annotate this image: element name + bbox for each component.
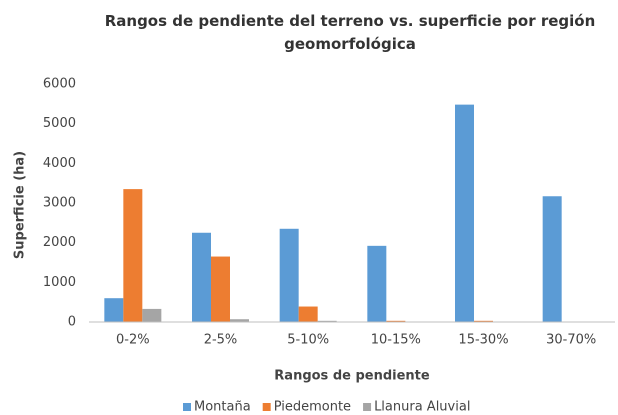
y-tick-label: 2000 xyxy=(43,235,76,250)
y-tick-label: 6000 xyxy=(43,77,76,92)
x-tick-label: 2-5% xyxy=(204,333,238,348)
bar xyxy=(298,306,318,322)
bar xyxy=(317,320,337,322)
legend-label: Piedemonte xyxy=(274,400,351,415)
legend-swatch xyxy=(183,403,191,411)
bar xyxy=(104,298,124,322)
bar xyxy=(211,256,230,322)
x-tick-label: 5-10% xyxy=(287,333,329,348)
legend-swatch xyxy=(262,403,271,411)
bar xyxy=(279,228,299,322)
bar xyxy=(386,320,406,322)
y-tick-label: 5000 xyxy=(43,116,76,131)
y-tick-label: 0 xyxy=(68,315,76,330)
x-axis-label: Rangos de pendiente xyxy=(274,369,430,384)
bar xyxy=(123,189,143,322)
bar xyxy=(367,245,387,322)
x-tick-label: 15-30% xyxy=(458,333,508,348)
bar xyxy=(142,308,162,322)
y-axis-label: Superficie (ha) xyxy=(13,151,28,259)
chart-title: Rangos de pendiente del terreno vs. supe… xyxy=(104,12,596,53)
bar xyxy=(455,104,474,322)
y-tick-label: 4000 xyxy=(43,156,76,171)
legend-label: Llanura Aluvial xyxy=(374,400,470,415)
legend-label: Montaña xyxy=(194,400,251,415)
bar xyxy=(474,320,493,322)
bar xyxy=(542,196,562,322)
y-tick-label: 3000 xyxy=(43,196,76,211)
x-tick-label: 30-70% xyxy=(546,333,596,348)
x-tick-label: 0-2% xyxy=(116,333,150,348)
bar xyxy=(192,232,211,322)
y-tick-label: 1000 xyxy=(43,275,76,290)
legend-swatch xyxy=(363,403,372,411)
bar xyxy=(230,319,249,322)
x-tick-label: 10-15% xyxy=(371,333,421,348)
